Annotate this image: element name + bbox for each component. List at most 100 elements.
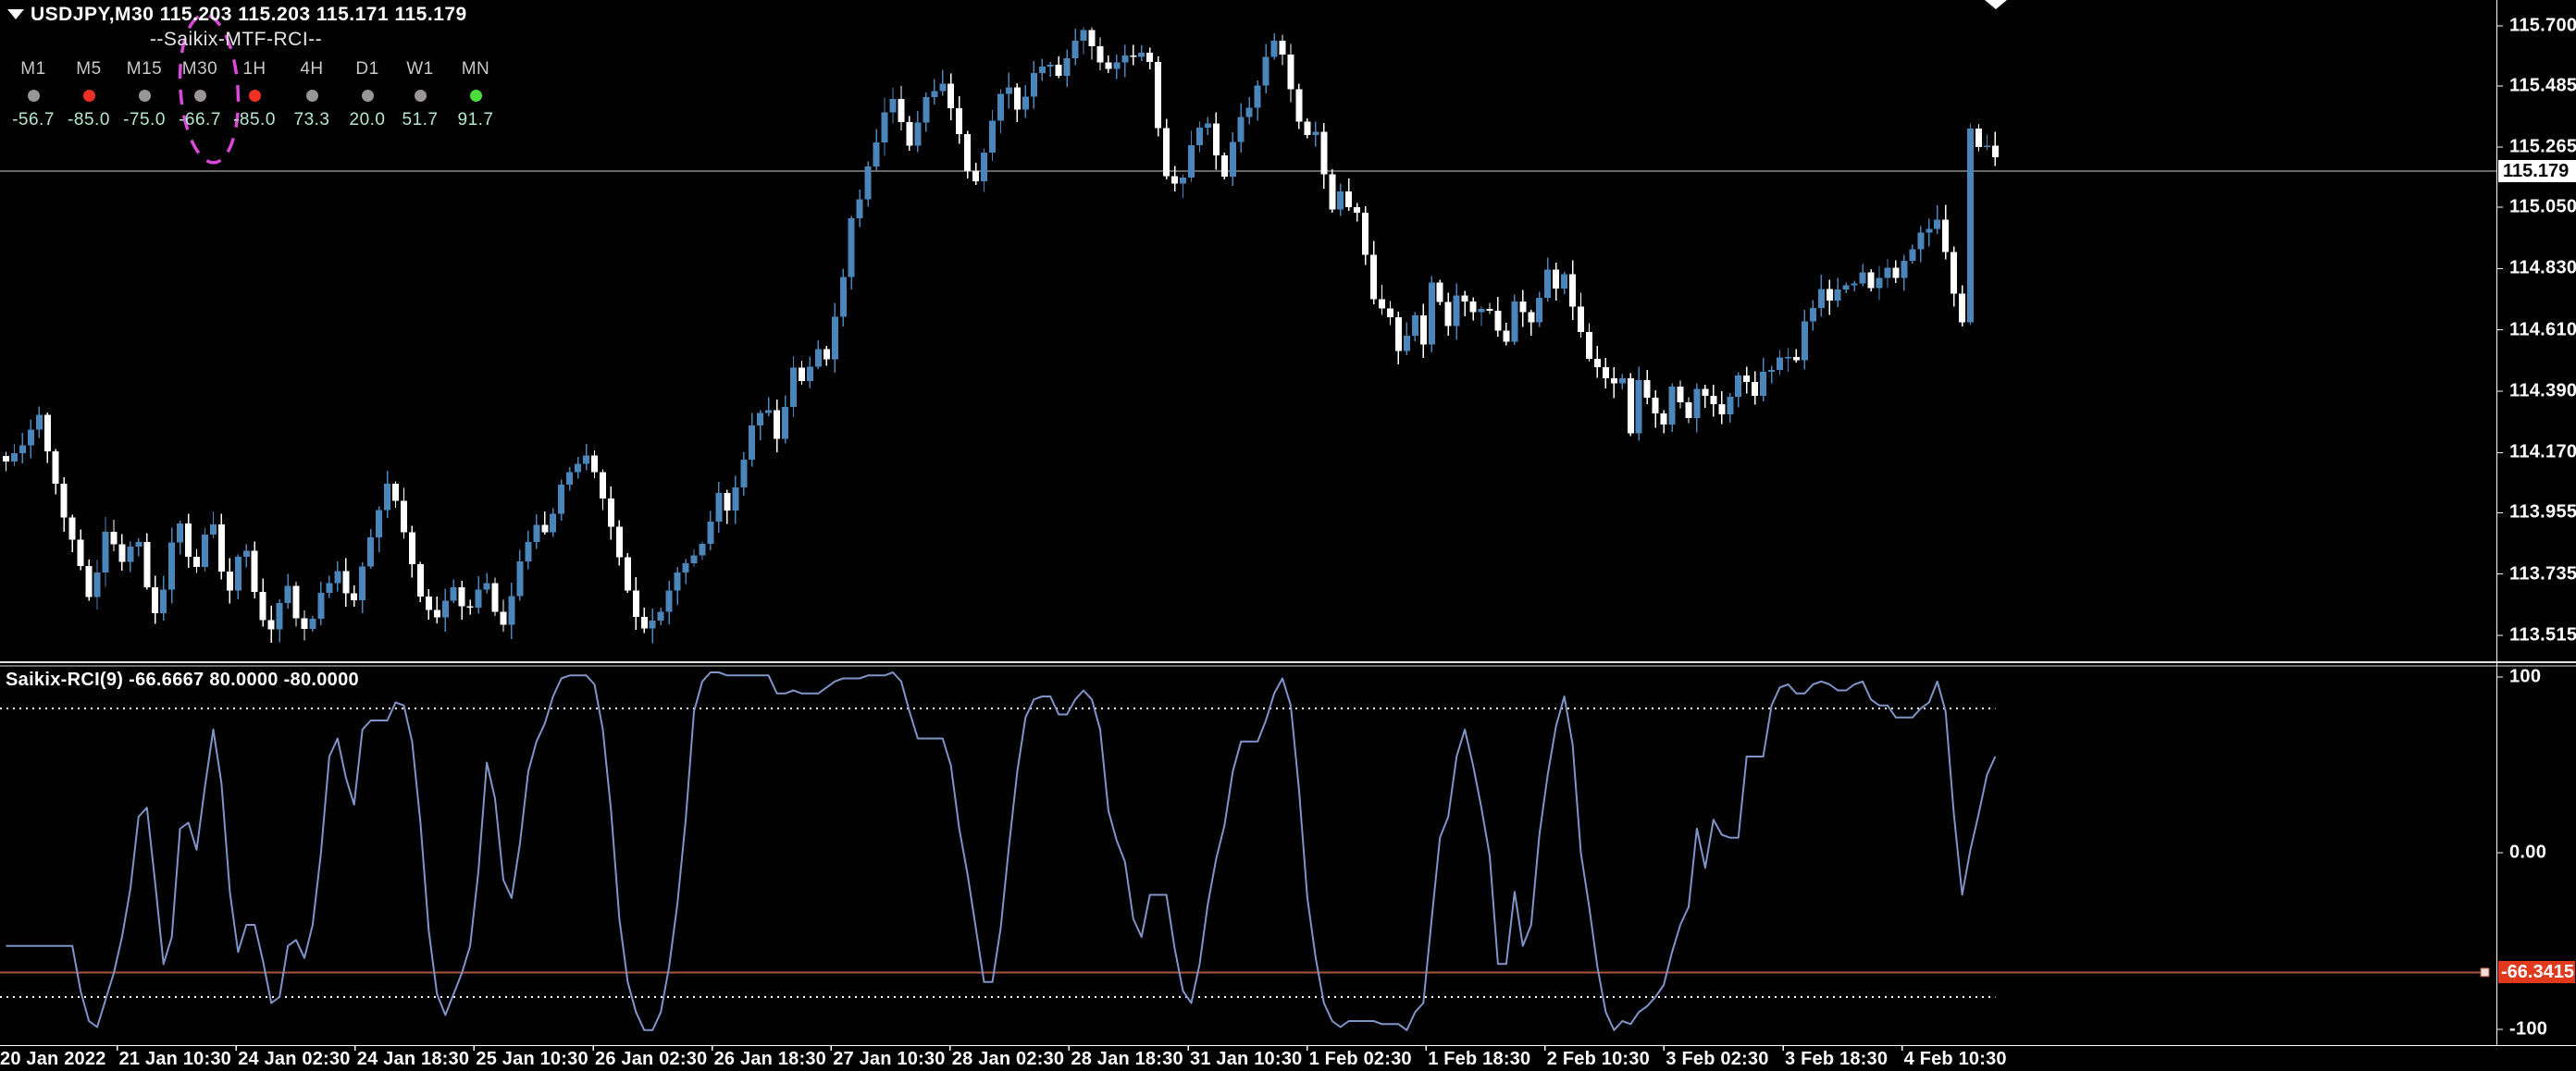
mtf-rci-value: 91.7 bbox=[457, 110, 494, 129]
candle-body bbox=[1419, 314, 1427, 345]
candle-body bbox=[931, 91, 938, 97]
candle-body bbox=[1080, 30, 1087, 41]
candle-body bbox=[1088, 30, 1096, 46]
candle-body bbox=[864, 166, 872, 200]
candle-body bbox=[1743, 375, 1751, 383]
candle-body bbox=[68, 517, 76, 540]
candle-body bbox=[550, 513, 557, 533]
candle-body bbox=[19, 445, 26, 453]
candle-body bbox=[1212, 123, 1220, 156]
rci-line bbox=[6, 671, 1997, 1031]
candle-body bbox=[326, 583, 333, 593]
candle-body bbox=[1461, 295, 1468, 302]
candle-body bbox=[1038, 67, 1046, 74]
candle-body bbox=[301, 618, 308, 630]
mtf-rci-dot bbox=[361, 90, 374, 102]
candle-body bbox=[118, 544, 126, 562]
candle-body bbox=[292, 585, 300, 619]
rci-current-value-label: -66.3415 bbox=[2498, 961, 2575, 984]
candle-body bbox=[1718, 404, 1726, 414]
candle-body bbox=[640, 617, 648, 629]
candle-body bbox=[466, 606, 474, 609]
panel-divider[interactable] bbox=[0, 661, 2576, 663]
candle-body bbox=[774, 410, 781, 439]
candle-body bbox=[1967, 128, 1975, 323]
candle-body bbox=[615, 526, 623, 558]
candle-body bbox=[956, 108, 963, 134]
candle-body bbox=[566, 472, 574, 485]
candle-body bbox=[624, 557, 631, 591]
time-axis-label: 25 Jan 10:30 bbox=[476, 1049, 588, 1069]
candle-body bbox=[1851, 283, 1858, 286]
candle-body bbox=[458, 587, 465, 607]
price-axis-label: 113.955 bbox=[2509, 501, 2576, 523]
candle-body bbox=[1801, 321, 1808, 361]
level-line-handle[interactable] bbox=[2480, 967, 2490, 978]
candle-body bbox=[632, 590, 639, 618]
candle-body bbox=[1668, 387, 1676, 425]
time-axis-label: 21 Jan 10:30 bbox=[118, 1049, 231, 1069]
candle-body bbox=[1528, 312, 1535, 323]
panel-divider-shadow bbox=[0, 665, 2576, 667]
mtf-rci-value: 73.3 bbox=[293, 110, 330, 129]
mtf-rci-dot bbox=[469, 90, 482, 102]
time-axis-label: 2 Feb 10:30 bbox=[1546, 1049, 1650, 1069]
candle-body bbox=[351, 593, 358, 600]
candle-body bbox=[989, 120, 997, 154]
candle-body bbox=[1204, 123, 1211, 128]
mtf-rci-value: -85.0 bbox=[233, 110, 276, 129]
candle-body bbox=[806, 366, 813, 382]
candle-body bbox=[110, 531, 118, 545]
candle-body bbox=[1229, 142, 1236, 178]
candle-body bbox=[267, 620, 275, 630]
candle-body bbox=[541, 524, 549, 533]
candle-body bbox=[1337, 191, 1344, 210]
price-axis-label: 114.830 bbox=[2509, 257, 2576, 278]
candle-body bbox=[1370, 254, 1378, 300]
candle-body bbox=[1237, 117, 1245, 142]
candle-body bbox=[1245, 107, 1253, 117]
candle-body bbox=[575, 463, 582, 473]
candle-body bbox=[757, 412, 764, 426]
candle-body bbox=[1494, 310, 1502, 331]
candle-body bbox=[848, 218, 855, 277]
candle-body bbox=[1951, 252, 1958, 294]
time-axis-label: 26 Jan 02:30 bbox=[595, 1049, 708, 1069]
candle-body bbox=[1105, 62, 1112, 69]
candle-body bbox=[923, 96, 930, 123]
candle-body bbox=[1602, 366, 1609, 379]
candle-body bbox=[914, 122, 922, 146]
candle-body bbox=[127, 547, 134, 562]
mtf-rci-value: -85.0 bbox=[68, 110, 110, 129]
candle-body bbox=[1254, 85, 1261, 108]
candle-body bbox=[416, 564, 424, 597]
candle-body bbox=[1195, 127, 1203, 145]
candle-body bbox=[491, 583, 499, 612]
m30-highlight-ellipse[interactable] bbox=[175, 13, 242, 165]
candle-body bbox=[1826, 289, 1833, 301]
candle-body bbox=[1113, 62, 1121, 69]
candle-body bbox=[1784, 357, 1791, 359]
price-axis-label: 114.170 bbox=[2509, 441, 2576, 462]
mtf-timeframe-label: 4H bbox=[300, 59, 324, 79]
candle-body bbox=[881, 112, 888, 143]
candle-body bbox=[1909, 249, 1916, 261]
cursor-icon bbox=[1985, 0, 2007, 9]
candle-body bbox=[607, 498, 614, 527]
candle-body bbox=[1063, 57, 1071, 76]
candle-body bbox=[964, 133, 972, 171]
candle-body bbox=[160, 589, 167, 613]
candle-body bbox=[1444, 302, 1452, 326]
candle-body bbox=[823, 349, 830, 360]
candle-body bbox=[1394, 317, 1402, 351]
candle-body bbox=[400, 500, 407, 533]
price-axis-label: 115.265 bbox=[2509, 136, 2576, 157]
candle-body bbox=[1171, 176, 1179, 184]
candle-body bbox=[1792, 357, 1800, 361]
mtf-timeframe-label: W1 bbox=[406, 59, 434, 79]
candle-body bbox=[1768, 370, 1776, 372]
candle-body bbox=[1618, 377, 1626, 384]
candle-body bbox=[831, 316, 838, 360]
